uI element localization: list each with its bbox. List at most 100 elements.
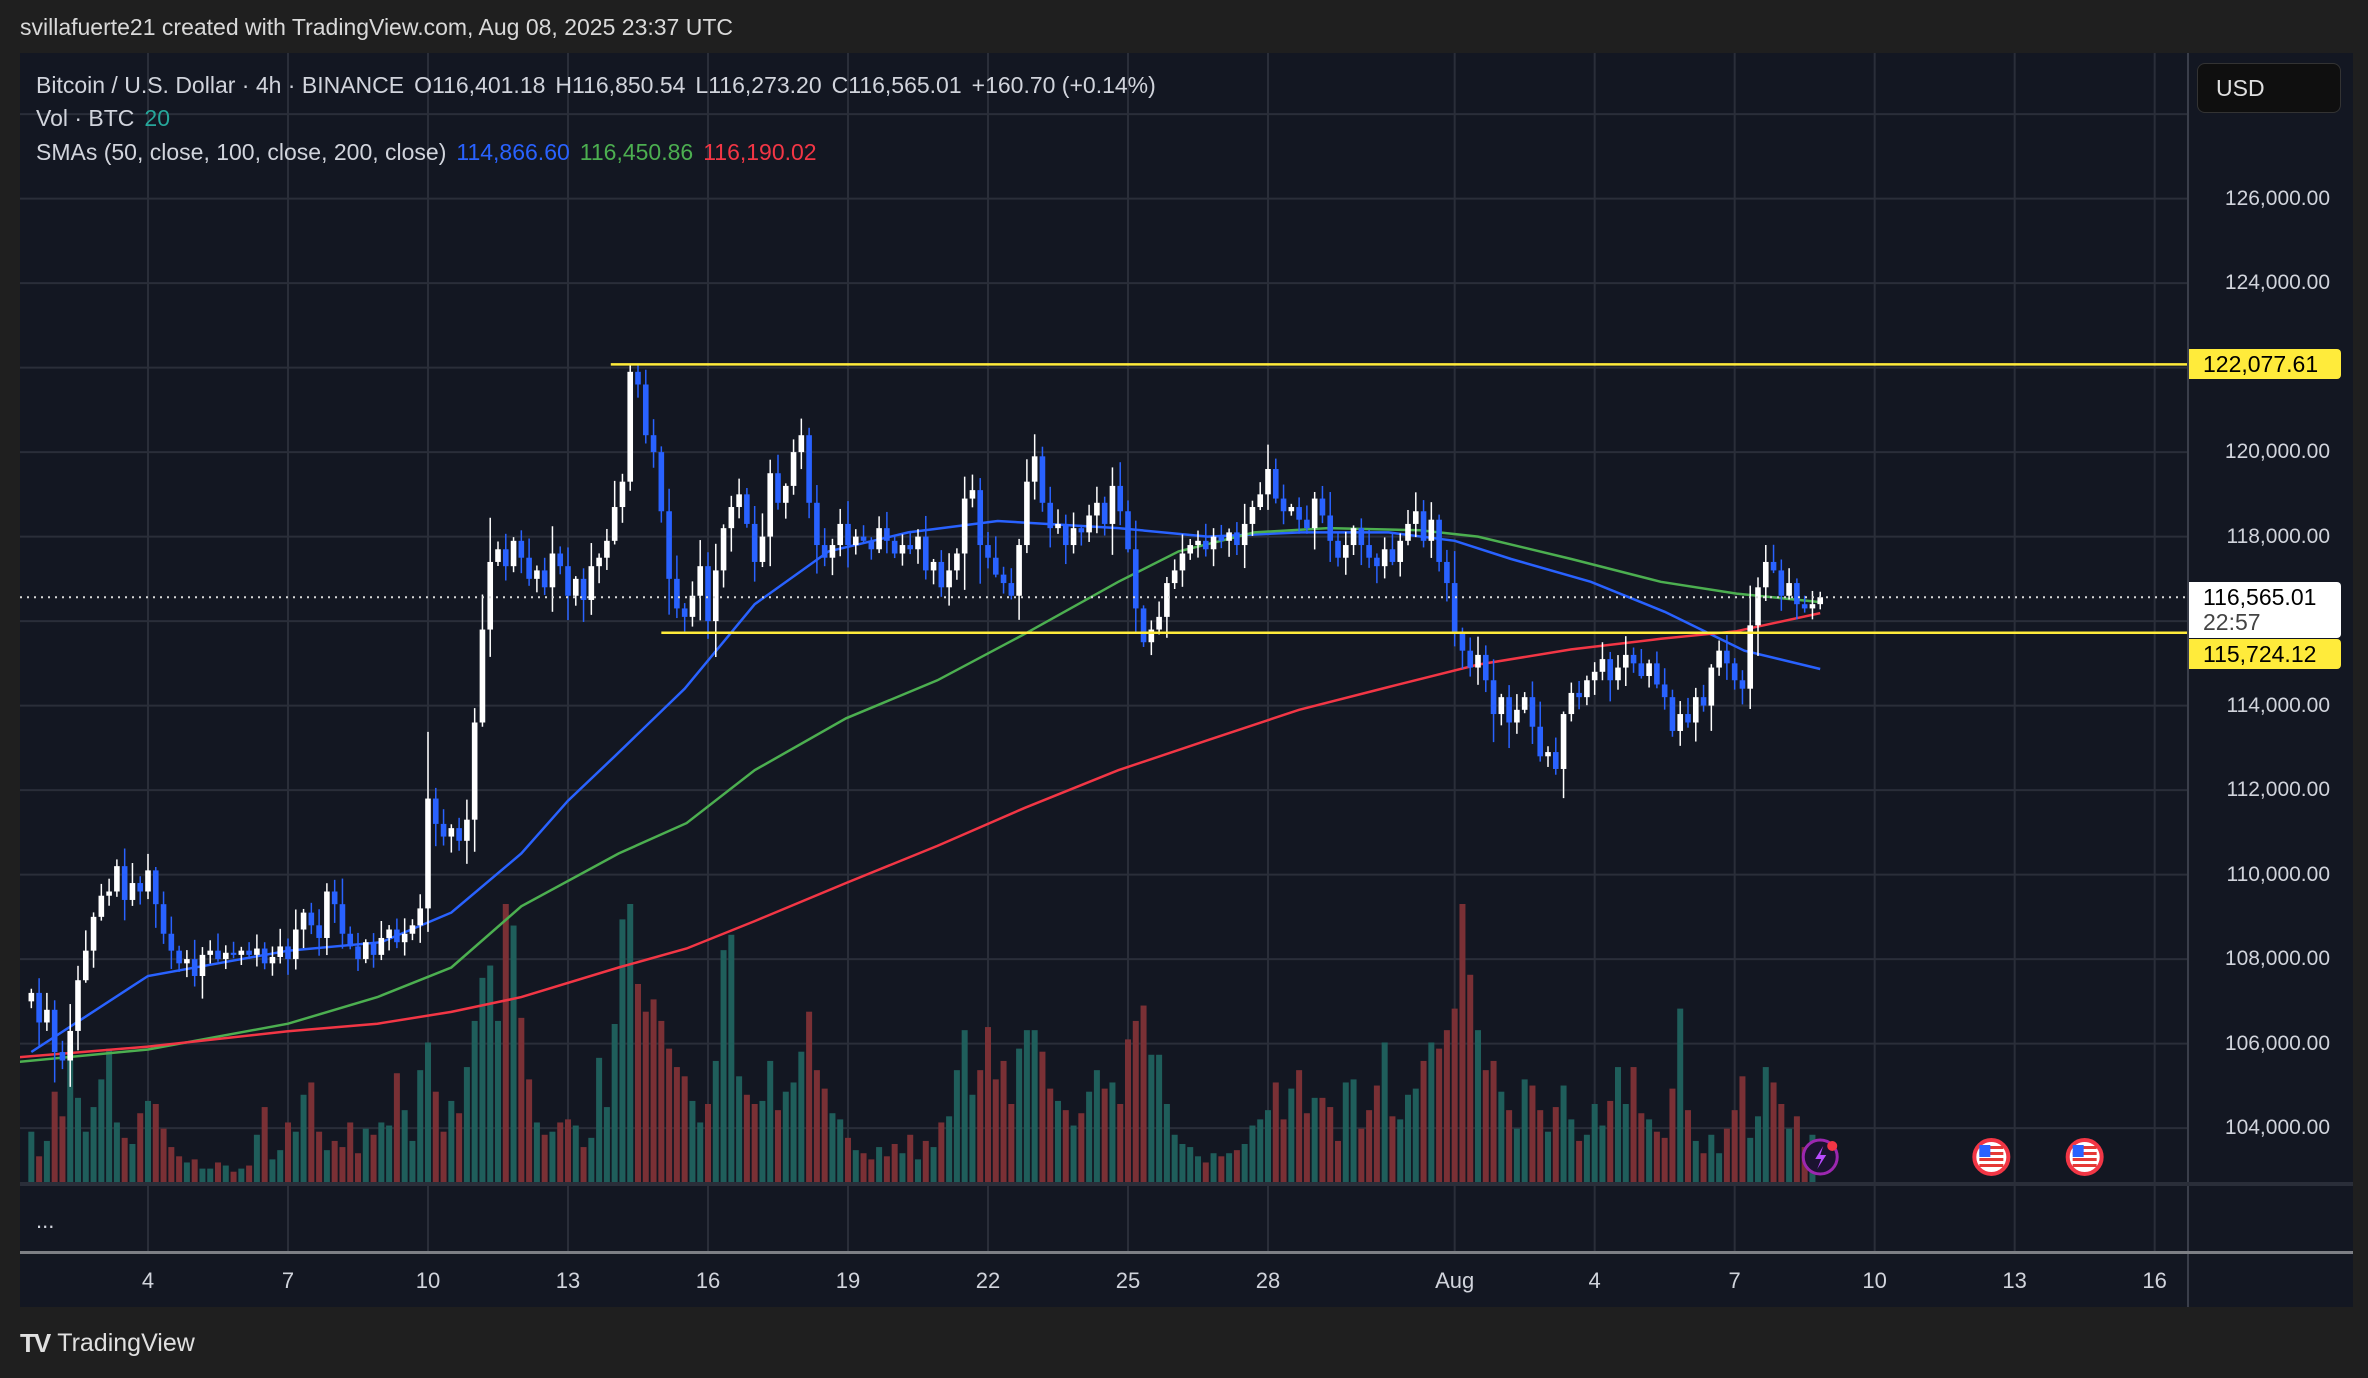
volume-label[interactable]: Vol · BTC	[36, 105, 135, 131]
candle-body	[1809, 604, 1816, 609]
candle-body	[386, 929, 392, 938]
candle-body	[121, 866, 128, 900]
candle-body	[160, 904, 167, 934]
volume-bar	[1762, 1067, 1769, 1184]
candle-body	[1708, 667, 1715, 706]
candle-body	[744, 494, 750, 524]
volume-bar	[82, 1131, 89, 1184]
candle-body	[168, 933, 175, 951]
candle-body	[1762, 561, 1769, 588]
volume-bar	[1786, 1128, 1793, 1184]
candle-body	[502, 549, 509, 567]
candle-body	[44, 1009, 50, 1023]
volume-bar	[1195, 1156, 1201, 1184]
ohlc-high: H116,850.54	[555, 72, 686, 98]
volume-bar	[495, 1020, 501, 1184]
us-flag-event-icon	[2065, 1138, 2104, 1176]
candle-body	[1304, 519, 1310, 529]
volume-bar	[1661, 1137, 1668, 1184]
candle-body	[440, 823, 447, 837]
volume-bar	[1506, 1110, 1513, 1184]
candle-body	[1529, 697, 1536, 727]
volume-bar	[386, 1125, 393, 1184]
time-axis-label: 16	[695, 1268, 721, 1293]
candle-body	[814, 502, 820, 546]
volume-bar	[152, 1104, 159, 1184]
volume-bar	[1646, 1119, 1653, 1184]
candle-body	[316, 925, 322, 938]
us-flag-event-icon	[1972, 1138, 2011, 1176]
volume-bar	[129, 1144, 136, 1184]
candle-body	[1412, 511, 1419, 524]
candle-body	[1786, 583, 1792, 596]
volume-bar	[565, 1119, 571, 1184]
candle-body	[1459, 633, 1466, 651]
volume-bar	[67, 1045, 74, 1184]
candle-body	[1374, 557, 1380, 567]
volume-bar	[580, 1147, 587, 1184]
volume-bar	[277, 1150, 284, 1184]
time-axis-label: 25	[1115, 1268, 1141, 1293]
volume-bar	[1140, 1005, 1147, 1184]
candle-body	[1700, 697, 1707, 706]
candle-body	[938, 561, 945, 588]
volume-bar	[331, 1140, 338, 1184]
volume-bar	[1132, 1020, 1139, 1184]
volume-bar	[767, 1060, 774, 1184]
volume-bar	[261, 1107, 268, 1184]
candle-body	[954, 553, 960, 571]
volume-bar	[1335, 1140, 1341, 1184]
candle-body	[1016, 545, 1022, 596]
candle-body	[588, 566, 595, 600]
candle-body	[518, 540, 525, 558]
volume-bar	[1226, 1153, 1233, 1184]
volume-bar	[36, 1156, 43, 1184]
candle-body	[1358, 528, 1365, 546]
volume-bar	[401, 1110, 408, 1184]
sma-legend: SMAs (50, close, 100, close, 200, close)…	[36, 139, 827, 166]
candle-body	[254, 948, 260, 955]
currency-button[interactable]: USD	[2197, 63, 2341, 113]
candle-body	[852, 536, 859, 546]
candle-body	[1514, 709, 1520, 723]
chart-panel[interactable]	[20, 53, 2353, 1307]
volume-bar	[1311, 1097, 1318, 1184]
volume-bar	[1381, 1042, 1388, 1184]
volume-bar	[168, 1147, 175, 1184]
volume-bar	[145, 1100, 151, 1184]
volume-bar	[1179, 1144, 1186, 1184]
candle-body	[1000, 574, 1007, 584]
candle-body	[1366, 545, 1372, 558]
candle-body	[487, 561, 494, 630]
candle-body	[1475, 654, 1481, 668]
volume-bar	[471, 1020, 478, 1184]
candle-body	[269, 956, 276, 964]
pane-divider[interactable]	[20, 1182, 2353, 1186]
sma-label[interactable]: SMAs (50, close, 100, close, 200, close)	[36, 139, 447, 165]
price-chart[interactable]	[20, 53, 2187, 1253]
time-axis-label: 10	[415, 1268, 441, 1293]
candle-body	[549, 553, 556, 588]
volume-bar	[1669, 1088, 1676, 1184]
volume-bar	[339, 1147, 346, 1184]
candle-body	[1210, 536, 1217, 550]
candle-body	[378, 937, 385, 955]
collapsed-pane-indicator[interactable]: ...	[36, 1208, 55, 1233]
symbol-title[interactable]: Bitcoin / U.S. Dollar · 4h · BINANCE	[36, 72, 405, 98]
candle-body	[1451, 583, 1458, 634]
volume-bar	[1700, 1153, 1707, 1184]
time-axis-label: 13	[2002, 1268, 2027, 1293]
volume-bar	[705, 1104, 711, 1184]
volume-bar	[813, 1070, 820, 1184]
volume-bar	[829, 1113, 836, 1184]
candle-body	[1101, 502, 1108, 524]
candle-body	[1521, 697, 1528, 710]
candle-body	[176, 950, 182, 964]
volume-bar	[1467, 974, 1474, 1184]
volume-bar	[1241, 1144, 1248, 1184]
candle-body	[1008, 583, 1015, 596]
volume-bar	[1327, 1107, 1334, 1184]
candle-body	[1031, 456, 1038, 482]
volume-bar	[1428, 1042, 1435, 1184]
volume-bar	[1537, 1110, 1544, 1184]
